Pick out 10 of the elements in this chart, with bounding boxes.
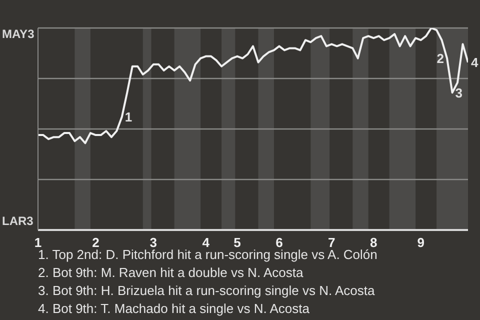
annotation: 3 (455, 85, 463, 100)
text: 4. Bot 9th: T. Machado hit a single vs N. Acosta (38, 300, 310, 318)
text: 2. Bot 9th: M. Raven hit a double vs N. Acosta (38, 264, 304, 282)
text: 3. Bot 9th: H. Brizuela hit a run-scoring single vs N. Acosta (38, 282, 376, 300)
annotation: 1 (124, 109, 132, 124)
text: MAY3 (2, 27, 34, 41)
text: 4 (471, 54, 479, 70)
x-tick-label: 9 (417, 235, 424, 250)
text: LAR3 (2, 214, 34, 228)
annotation: 2 (436, 50, 444, 66)
